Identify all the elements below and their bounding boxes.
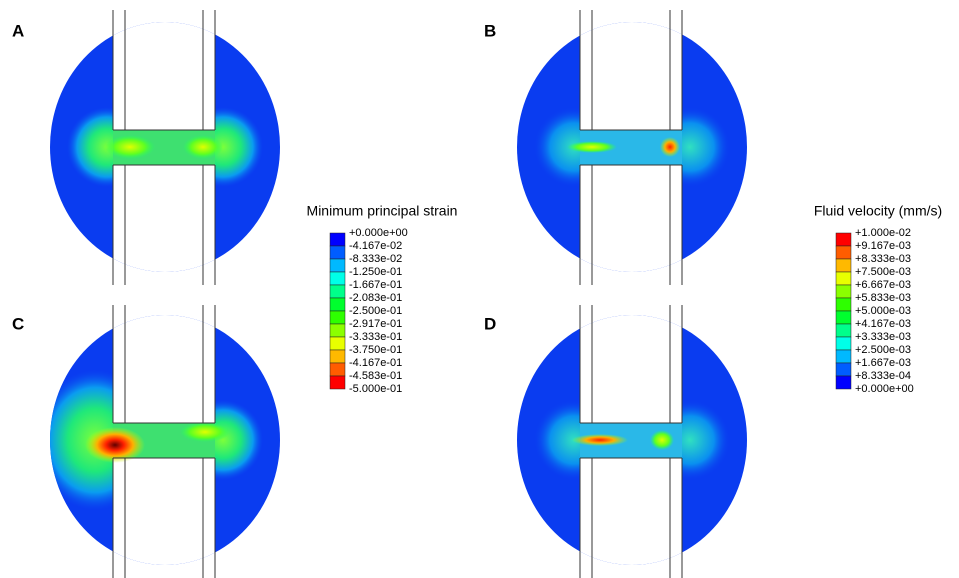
- legend-swatch: [329, 323, 346, 338]
- legend-label: -3.333e-01: [349, 331, 402, 343]
- legend-swatch: [329, 258, 346, 273]
- legend-swatch: [329, 232, 346, 247]
- legend-swatch: [329, 349, 346, 364]
- hot-spot: [183, 135, 223, 159]
- legend-label: -4.583e-01: [349, 370, 402, 382]
- legend-label: +0.000e+00: [855, 383, 914, 395]
- legend-label: +3.333e-03: [855, 331, 911, 343]
- legend-swatch: [329, 310, 346, 325]
- hot-spot: [572, 434, 628, 446]
- hot-spot: [567, 141, 617, 153]
- legend-swatch: [835, 362, 852, 377]
- legend-label: +4.167e-03: [855, 318, 911, 330]
- legend-label: -3.750e-01: [349, 344, 402, 356]
- channel: [567, 130, 682, 165]
- legend-swatch: [835, 284, 852, 299]
- panel-label: B: [484, 21, 496, 40]
- legend-label: +5.000e-03: [855, 305, 911, 317]
- legend-swatch: [329, 297, 346, 312]
- hot-spot: [660, 137, 680, 157]
- contour-panel: [50, 305, 280, 578]
- legend-label: +5.833e-03: [855, 292, 911, 304]
- legend-title: Minimum principal strain: [307, 203, 458, 219]
- legend-label: +1.000e-02: [855, 227, 911, 239]
- legend-swatch: [329, 284, 346, 299]
- legend-swatch: [835, 232, 852, 247]
- legend-label: +1.667e-03: [855, 357, 911, 369]
- legend-label: -1.667e-01: [349, 279, 402, 291]
- legend-label: -4.167e-01: [349, 357, 402, 369]
- legend-swatch: [329, 336, 346, 351]
- legend-label: +8.333e-03: [855, 253, 911, 265]
- legend-swatch: [329, 375, 346, 390]
- hot-spot: [85, 427, 145, 463]
- panel-label: C: [12, 314, 24, 333]
- legend-swatch: [835, 323, 852, 338]
- legend-label: +8.333e-04: [855, 370, 911, 382]
- legend-swatch: [329, 271, 346, 286]
- hot-spot: [650, 430, 674, 450]
- legend-label: -4.167e-02: [349, 240, 402, 252]
- contour-panel: [50, 10, 280, 285]
- legend-swatch: [835, 336, 852, 351]
- legend-label: -2.917e-01: [349, 318, 402, 330]
- legend-swatch: [835, 297, 852, 312]
- legend-swatch: [835, 310, 852, 325]
- legend-label: +6.667e-03: [855, 279, 911, 291]
- legend-swatch: [835, 349, 852, 364]
- legend-swatch: [835, 258, 852, 273]
- contour-panel: [517, 305, 747, 578]
- channel: [85, 422, 230, 463]
- channel: [105, 130, 223, 165]
- legend-label: -1.250e-01: [349, 266, 402, 278]
- legend-label: +0.000e+00: [349, 227, 408, 239]
- hot-spot: [105, 135, 155, 159]
- legend-label: -5.000e-01: [349, 383, 402, 395]
- legend-swatch: [835, 375, 852, 390]
- legend-title: Fluid velocity (mm/s): [814, 203, 942, 219]
- legend-swatch: [329, 245, 346, 260]
- channel: [572, 423, 682, 458]
- contour-panel: [517, 10, 747, 285]
- legend-label: +9.167e-03: [855, 240, 911, 252]
- panel-label: D: [484, 314, 496, 333]
- panel-label: A: [12, 21, 24, 40]
- legend-swatch: [329, 362, 346, 377]
- hot-spot: [180, 422, 230, 442]
- legend-label: +7.500e-03: [855, 266, 911, 278]
- legend-label: -2.083e-01: [349, 292, 402, 304]
- legend-label: -2.500e-01: [349, 305, 402, 317]
- legend-swatch: [835, 245, 852, 260]
- legend-label: +2.500e-03: [855, 344, 911, 356]
- legend-label: -8.333e-02: [349, 253, 402, 265]
- legend-swatch: [835, 271, 852, 286]
